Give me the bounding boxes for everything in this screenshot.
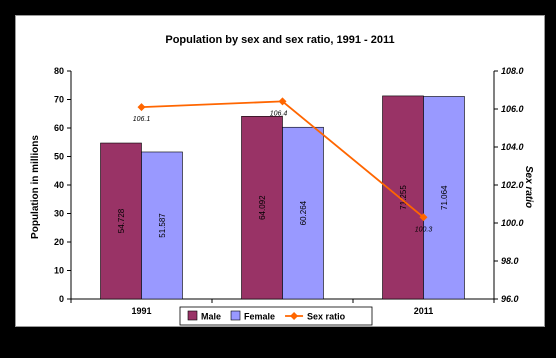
legend: Male Female Sex ratio bbox=[179, 306, 373, 326]
legend-sex-ratio-swatch-marker bbox=[290, 312, 299, 320]
legend-box bbox=[179, 306, 373, 326]
sex-ratio-value-label: 106.1 bbox=[133, 116, 151, 123]
legend-female-swatch bbox=[230, 310, 241, 321]
y-tick-label: 20 bbox=[54, 237, 64, 247]
bar-value-label: 71.064 bbox=[440, 185, 449, 210]
y-tick-label: 10 bbox=[54, 266, 64, 276]
y-tick-label: 40 bbox=[54, 180, 64, 190]
bar-male bbox=[382, 95, 424, 300]
bar-female bbox=[141, 151, 183, 300]
y2-tick-label: 104.0 bbox=[501, 142, 524, 152]
bar-female bbox=[423, 96, 465, 300]
y-tick-label: 50 bbox=[54, 152, 64, 162]
y2-tick-label: 106.0 bbox=[501, 104, 524, 114]
chart: Population by sex and sex ratio, 1991 - … bbox=[30, 34, 534, 326]
sex-ratio-point bbox=[419, 213, 428, 222]
bar-male bbox=[241, 116, 283, 300]
sex-ratio-value-label: 100.3 bbox=[415, 226, 433, 233]
bar-value-label: 51.587 bbox=[158, 213, 167, 238]
bar-value-label: 64.092 bbox=[258, 195, 267, 220]
legend-male-swatch bbox=[187, 310, 198, 321]
y2-tick-label: 108.0 bbox=[501, 66, 524, 76]
bar-value-label: 54.728 bbox=[117, 208, 126, 233]
bar-female bbox=[282, 126, 324, 300]
y2-tick-label: 102.0 bbox=[501, 180, 524, 190]
sex-ratio-point bbox=[137, 103, 146, 112]
sex-ratio-point bbox=[278, 97, 287, 106]
x-tick-label: 1991 bbox=[131, 306, 151, 316]
y2-tick-label: 100.0 bbox=[501, 218, 524, 228]
bar-value-label: 60.264 bbox=[299, 200, 308, 225]
y2-tick-label: 96.0 bbox=[501, 294, 519, 304]
chart-title: Population by sex and sex ratio, 1991 - … bbox=[165, 34, 394, 46]
y2-tick-label: 98.0 bbox=[501, 256, 519, 266]
y-tick-label: 0 bbox=[59, 294, 64, 304]
bar-male bbox=[100, 142, 142, 300]
y2-axis-label: Sex ratio bbox=[523, 166, 534, 208]
y-tick-label: 60 bbox=[54, 123, 64, 133]
plot-area: 0 10 20 30 40 50 60 70 80 96.0 98.0 100.0 102.0 104.0… bbox=[54, 66, 524, 316]
legend-female-label: Female bbox=[244, 312, 275, 322]
legend-sex-ratio-label: Sex ratio bbox=[307, 312, 346, 322]
x-tick-label: 2011 bbox=[414, 306, 434, 316]
y-tick-label: 30 bbox=[54, 209, 64, 219]
y-tick-label: 80 bbox=[54, 66, 64, 76]
chart-frame: Population by sex and sex ratio, 1991 - … bbox=[15, 15, 545, 327]
y-axis-label: Population in millions bbox=[30, 135, 41, 239]
y-tick-label: 70 bbox=[54, 95, 64, 105]
bar-value-label: 71.255 bbox=[399, 185, 408, 210]
sex-ratio-value-label: 106.4 bbox=[270, 110, 288, 117]
legend-male-label: Male bbox=[201, 312, 221, 322]
